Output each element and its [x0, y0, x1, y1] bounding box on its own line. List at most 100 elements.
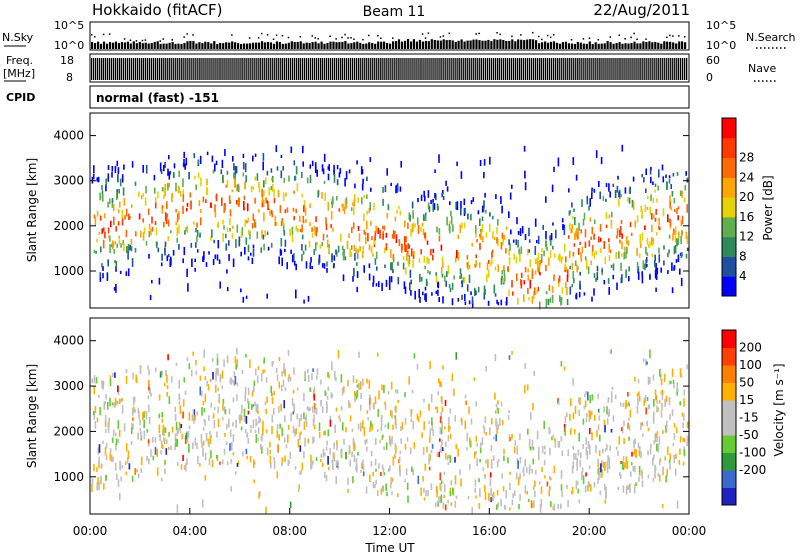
rti-cell: [235, 200, 238, 205]
rti-cell: [427, 202, 430, 210]
rti-cell: [369, 401, 371, 411]
rti-cell: [457, 448, 459, 457]
noise-bar: [392, 41, 395, 49]
noise-search-point: [669, 34, 671, 37]
rti-cell: [296, 413, 299, 420]
rti-cell: [510, 229, 512, 235]
freq-bar: [638, 58, 640, 80]
rti-cell: [236, 463, 239, 467]
rti-cell: [374, 235, 376, 241]
rti-cell: [118, 235, 121, 239]
rti-cell: [575, 174, 578, 181]
rti-cell: [182, 189, 184, 194]
rti-cell: [489, 427, 491, 436]
rti-cell: [666, 420, 668, 428]
rti-cell: [342, 203, 344, 212]
rti-cell: [475, 260, 477, 267]
rti-cell: [648, 404, 651, 409]
rti-cell: [366, 439, 368, 444]
rti-cell: [255, 434, 258, 443]
x-tick-label: 00:00: [672, 524, 707, 538]
rti-cell: [205, 432, 208, 442]
rti-cell: [177, 462, 179, 466]
rti-cell: [372, 482, 375, 489]
rti-cell: [629, 222, 632, 228]
rti-cell: [586, 195, 589, 205]
noise-bar: [529, 39, 532, 49]
rti-cell: [111, 199, 114, 208]
freq-bar: [242, 58, 244, 80]
noise-bar: [114, 41, 117, 49]
rti-cell: [566, 412, 568, 418]
noise-tick-top-right: 10^5: [706, 19, 736, 32]
rti-cell: [175, 421, 178, 430]
nave-label: Nave: [748, 62, 776, 75]
rti-cell: [486, 273, 488, 283]
rti-cell: [610, 264, 613, 268]
rti-cell: [341, 245, 344, 251]
freq-bar: [268, 58, 270, 80]
freq-bar: [622, 58, 624, 80]
rti-cell: [654, 467, 657, 471]
rti-cell: [637, 442, 640, 449]
freq-bar: [264, 58, 266, 80]
rti-cell: [653, 260, 656, 265]
rti-cell: [226, 423, 228, 430]
rti-cell: [336, 196, 338, 201]
freq-bar: [598, 58, 600, 80]
rti-cell: [407, 222, 409, 229]
rti-cell: [186, 357, 189, 362]
rti-cell: [97, 176, 100, 183]
rti-cell: [231, 441, 233, 451]
rti-cell: [128, 463, 131, 470]
rti-cell: [424, 232, 426, 239]
rti-cell: [588, 465, 591, 469]
rti-cell: [359, 246, 361, 252]
freq-bar: [228, 58, 230, 80]
rti-cell: [328, 466, 330, 471]
noise-bar: [296, 41, 299, 49]
rti-cell: [356, 286, 358, 293]
freq-bar: [411, 58, 413, 80]
rti-cell: [576, 462, 578, 471]
rti-cell: [258, 416, 260, 424]
rti-cell: [365, 236, 367, 245]
rti-cell: [673, 454, 675, 464]
rti-cell: [554, 439, 557, 448]
rti-cell: [212, 371, 214, 380]
rti-cell: [675, 453, 677, 459]
rti-cell: [652, 181, 654, 185]
noise-bar: [365, 43, 368, 49]
rti-cell: [383, 225, 386, 231]
rti-cell: [116, 243, 118, 248]
rti-cell: [147, 365, 149, 370]
noise-bar: [663, 41, 666, 49]
rti-cell: [424, 216, 427, 221]
freq-bar: [224, 58, 226, 80]
rti-cell: [387, 204, 390, 211]
rti-cell: [191, 258, 193, 267]
rti-cell: [529, 259, 532, 268]
freq-bar: [232, 58, 234, 80]
rti-cell: [340, 237, 342, 242]
noise-bar: [332, 41, 335, 49]
rti-cell: [357, 451, 359, 456]
rti-cell: [300, 431, 302, 436]
rti-cell: [505, 296, 508, 300]
rti-cell: [186, 268, 188, 277]
rti-cell: [381, 464, 384, 470]
rti-cell: [630, 232, 633, 236]
rti-cell: [204, 452, 207, 461]
rti-cell: [466, 255, 469, 260]
rti-cell: [441, 273, 444, 278]
noise-bar: [174, 43, 177, 49]
y-tick-label: 3000: [53, 379, 84, 393]
rti-cell: [276, 471, 279, 479]
rti-cell: [621, 144, 624, 152]
freq-bar: [254, 58, 256, 80]
freq-bar: [680, 58, 682, 80]
rti-cell: [423, 487, 425, 493]
rti-cell: [250, 429, 252, 433]
rti-cell: [363, 229, 366, 235]
